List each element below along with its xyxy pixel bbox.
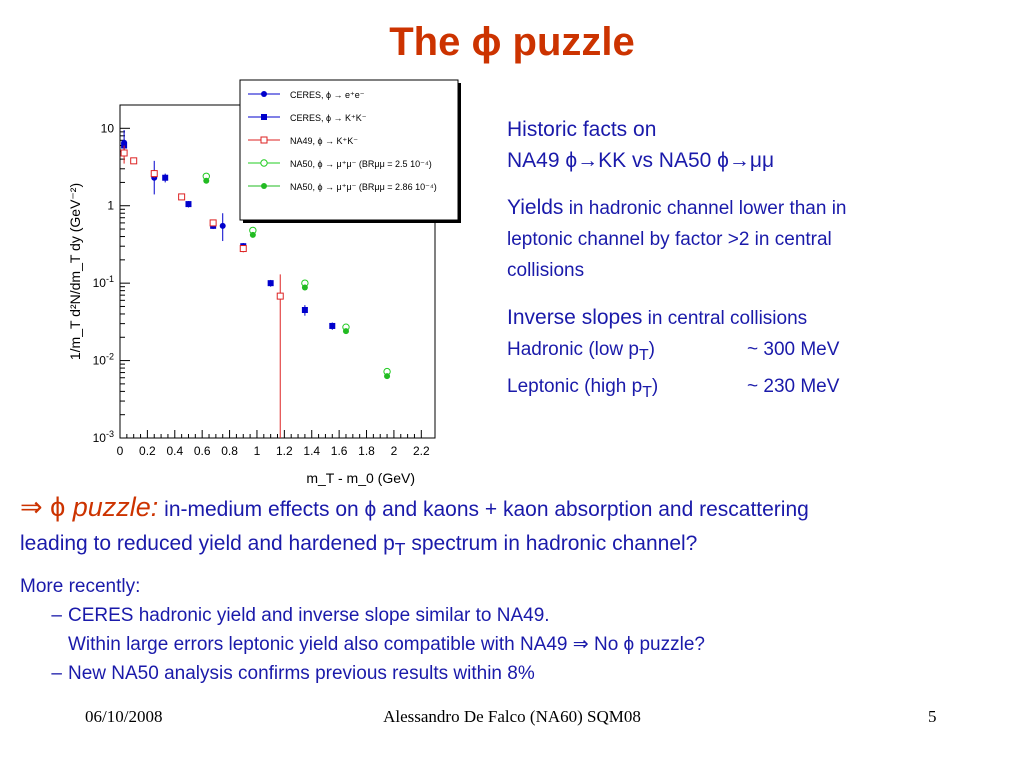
x-tick-label: 1.2: [276, 444, 293, 458]
hadronic-sub: T: [639, 346, 649, 364]
y-tick-label: 10: [101, 121, 115, 135]
data-point: [120, 149, 128, 157]
slide-title: The ϕ puzzle: [389, 20, 635, 64]
footer-page-number: 5: [928, 707, 937, 726]
data-point: [219, 222, 226, 229]
phi-spectrum-chart: 0 0.2 0.4 0.6 0.8 1 1.2 1.4 1.6 1.8 2 2.2 10 1 10-1 10-…: [67, 79, 461, 486]
y-axis-label: 1/m_T d²N/dm_T dy (GeV⁻²): [67, 183, 83, 360]
puzzle-text-2a: leading to reduced yield and hardened p: [20, 532, 395, 555]
legend-entry: NA49, ϕ → K⁺K⁻: [290, 136, 358, 146]
data-point: [384, 373, 391, 380]
data-point: [121, 142, 128, 149]
hadronic-value: ~ 300 MeV: [747, 339, 840, 360]
recent-item-1: – CERES hadronic yield and inverse slope …: [20, 601, 1010, 630]
leptonic-close: ): [651, 375, 659, 397]
x-axis-label: m_T - m_0 (GeV): [306, 470, 415, 486]
hadronic-line: Hadronic (low pT) ~ 300 MeV: [507, 334, 1007, 371]
x-tick-label: 0.4: [166, 444, 183, 458]
facts-heading-2: NA49 ϕ→KK vs NA50 ϕ→μμ: [507, 145, 1007, 176]
data-point: [178, 193, 186, 201]
data-point: [261, 114, 267, 120]
recent-item-2: – New NA50 analysis confirms previous res…: [20, 659, 1010, 688]
data-point: [130, 157, 138, 165]
legend-entry: CERES, ϕ → K⁺K⁻: [290, 113, 367, 123]
yields-line-2: leptonic channel by factor >2 in central: [507, 229, 832, 250]
facts-heading-1: Historic facts on: [507, 118, 657, 141]
puzzle-line-1: ⇒ ϕ puzzle: in-medium effects on ϕ and k…: [20, 490, 1010, 527]
legend-entry: NA50, ϕ → μ⁺μ⁻ (BRμμ = 2.5 10⁻⁴): [290, 159, 432, 169]
recent-block: More recently: – CERES hadronic yield and…: [20, 572, 1010, 688]
x-tick-label: 0.6: [194, 444, 211, 458]
bullet-dash-2: –: [51, 663, 62, 684]
slopes-label: Inverse slopes: [507, 306, 643, 329]
yields-text-1: in hadronic channel lower than in: [563, 198, 847, 219]
data-point: [249, 231, 256, 238]
x-tick-label: 0.2: [139, 444, 156, 458]
leptonic-label: Leptonic (high p: [507, 375, 643, 397]
x-tick-label: 1.4: [303, 444, 320, 458]
facts-block: Historic facts on NA49 ϕ→KK vs NA50 ϕ→μμ…: [507, 114, 1007, 408]
legend-box: [239, 79, 459, 221]
leptonic-sub: T: [642, 383, 652, 401]
hadronic-label: Hadronic (low p: [507, 339, 639, 360]
x-tick-label: 0: [117, 444, 124, 458]
data-point: [185, 201, 192, 208]
slopes-line: Inverse slopes in central collisions: [507, 302, 1007, 334]
y-tick-label: 10-1: [93, 274, 114, 290]
data-point: [329, 322, 336, 329]
data-point: [342, 328, 349, 335]
data-point: [162, 174, 169, 181]
data-point: [301, 307, 308, 314]
recent-heading: More recently:: [20, 576, 141, 597]
data-point: [276, 292, 284, 300]
data-point: [209, 219, 217, 227]
x-tick-label: 1.8: [358, 444, 375, 458]
data-point: [261, 91, 267, 97]
puzzle-block: ⇒ ϕ puzzle: in-medium effects on ϕ and k…: [20, 490, 1010, 566]
recent-item-2-text: New NA50 analysis confirms previous resu…: [68, 663, 535, 684]
data-point: [261, 183, 267, 189]
bullet-dash-1: –: [51, 605, 62, 626]
data-point: [301, 284, 308, 291]
data-point: [260, 159, 268, 167]
data-point: [150, 170, 158, 178]
footer-author: Alessandro De Falco (NA60) SQM08: [383, 707, 641, 726]
legend-entry: NA50, ϕ → μ⁺μ⁻ (BRμμ = 2.86 10⁻⁴): [290, 182, 437, 192]
data-point: [239, 245, 247, 253]
puzzle-line-2: leading to reduced yield and hardened pT…: [20, 527, 1010, 566]
puzzle-text-1: in-medium effects on ϕ and kaons + kaon …: [158, 498, 809, 521]
hadronic-close: ): [648, 339, 655, 360]
x-tick-label: 2: [391, 444, 398, 458]
puzzle-label: puzzle:: [72, 492, 159, 522]
yields-label: Yields: [507, 196, 564, 219]
footer-date: 06/10/2008: [85, 707, 163, 726]
facts-heading-2-text: NA49 ϕ→KK vs NA50 ϕ→μμ: [507, 149, 775, 172]
recent-item-1-text: CERES hadronic yield and inverse slope s…: [68, 605, 550, 626]
x-tick-label: 1.6: [331, 444, 348, 458]
leptonic-value: ~ 230 MeV: [747, 375, 840, 397]
data-point: [260, 136, 268, 144]
x-tick-label: 0.8: [221, 444, 238, 458]
legend-entry: CERES, ϕ → e⁺e⁻: [290, 90, 365, 100]
y-tick-label: 1: [107, 199, 114, 213]
leptonic-line: Leptonic (high pT) ~ 230 MeV: [507, 371, 1007, 408]
data-point: [267, 280, 274, 287]
puzzle-text-2sub: T: [394, 539, 406, 560]
puzzle-text-2b: spectrum in hadronic channel?: [405, 532, 698, 555]
y-tick-label: 10-2: [93, 352, 114, 368]
yields-line-3: collisions: [507, 260, 585, 281]
x-tick-label: 1: [254, 444, 261, 458]
data-point: [203, 177, 210, 184]
y-tick-label: 10-3: [93, 429, 114, 445]
recent-item-1b: Within large errors leptonic yield also …: [68, 634, 705, 655]
yields-line-1: Yields in hadronic channel lower than in: [507, 192, 1007, 224]
puzzle-arrow: ⇒ ϕ: [20, 492, 73, 522]
x-tick-label: 2.2: [413, 444, 430, 458]
slopes-text: in central collisions: [642, 308, 808, 329]
